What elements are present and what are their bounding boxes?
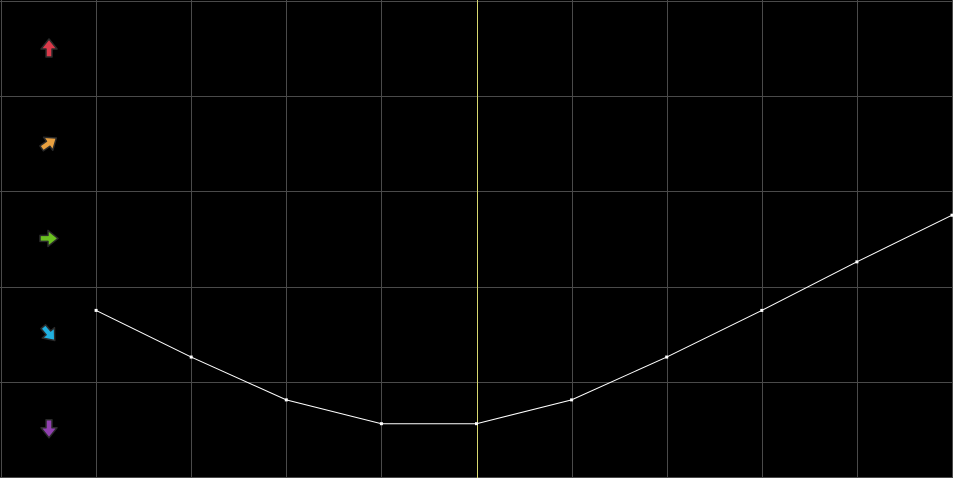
curve-keyframe[interactable] [189, 355, 193, 359]
curve-keyframe[interactable] [94, 308, 98, 312]
curve-keyframe[interactable] [475, 422, 478, 426]
curve-keyframe[interactable] [855, 260, 859, 264]
curve-line [95, 214, 953, 425]
arrow-down-right-icon [40, 324, 56, 342]
curve-keyframe[interactable] [665, 355, 669, 359]
curve[interactable] [94, 213, 953, 426]
arrow-up-icon [40, 38, 58, 58]
arrow-down-icon [40, 419, 58, 439]
arrow-up-right-icon [39, 136, 58, 152]
arrow-right-icon [39, 229, 59, 248]
curve-keyframe[interactable] [570, 398, 574, 402]
direction-icons [39, 38, 59, 439]
curve-keyframe[interactable] [379, 422, 383, 426]
curve-keyframe[interactable] [950, 213, 953, 217]
curve-keyframe[interactable] [760, 308, 764, 312]
curve-keyframe[interactable] [284, 398, 288, 402]
